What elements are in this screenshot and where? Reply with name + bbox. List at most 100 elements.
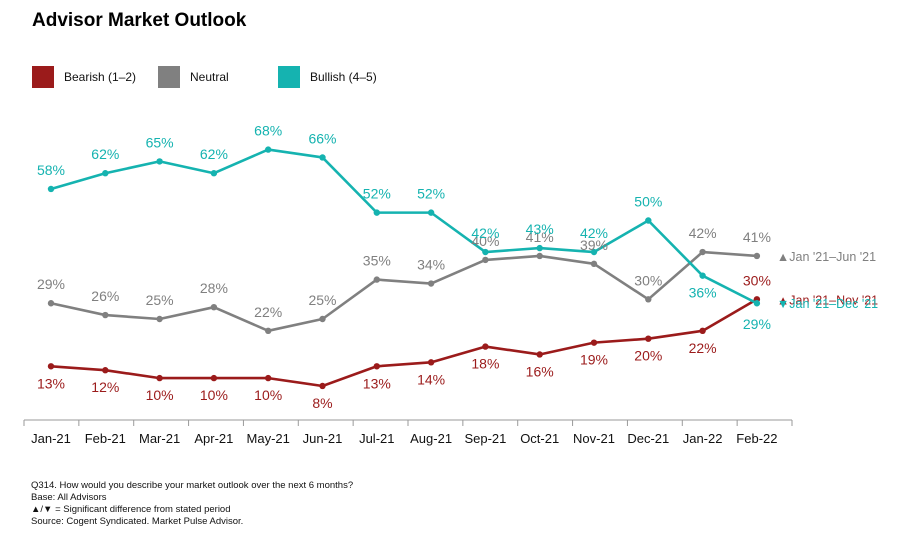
data-label: 13% (363, 375, 391, 391)
footnote-significance: ▲/▼ = Significant difference from stated… (31, 504, 231, 515)
data-point (373, 276, 380, 283)
legend-label-neutral: Neutral (190, 70, 229, 84)
data-label: 50% (634, 194, 662, 210)
data-label: 43% (526, 221, 554, 237)
x-tick-label: Feb-22 (736, 431, 777, 446)
x-tick-label: Dec-21 (627, 431, 669, 446)
data-point (590, 248, 598, 256)
data-point (482, 248, 489, 256)
significance-annotation: ▲Jan '21–Jun '21 (777, 250, 876, 264)
data-point (753, 252, 761, 260)
data-label: 28% (200, 280, 228, 296)
data-point (482, 256, 489, 264)
data-label: 20% (634, 348, 662, 364)
data-point (645, 335, 652, 342)
data-point (210, 303, 218, 311)
data-point (102, 367, 109, 374)
chart-title: Advisor Market Outlook (32, 10, 247, 31)
data-label: 8% (312, 395, 332, 411)
data-point (536, 252, 543, 260)
x-tick-label: Jul-21 (359, 431, 394, 446)
data-point (536, 244, 543, 252)
data-label: 39% (580, 237, 608, 253)
data-point (427, 359, 435, 366)
x-tick-label: Sep-21 (464, 431, 506, 446)
data-label: 30% (634, 272, 662, 288)
data-label: 22% (689, 340, 717, 356)
data-point (319, 382, 326, 390)
data-point (482, 343, 489, 350)
data-label: 52% (363, 186, 391, 202)
data-point (427, 280, 435, 287)
legend-swatch-neutral (158, 66, 180, 88)
data-point (47, 185, 55, 193)
x-tick-label: Jan-21 (31, 431, 71, 446)
data-label: 35% (363, 253, 391, 269)
data-label: 62% (91, 146, 119, 162)
data-point (319, 315, 326, 323)
legend-swatch-bullish (278, 66, 300, 88)
data-point (373, 363, 380, 370)
series-line (50, 148, 758, 305)
data-point (210, 374, 218, 382)
data-label: 34% (417, 257, 445, 273)
data-point (590, 260, 598, 268)
x-tick-label: May-21 (247, 431, 290, 446)
footnote-source: Source: Cogent Syndicated. Market Pulse … (31, 516, 244, 527)
data-label: 18% (471, 356, 499, 372)
data-label: 14% (417, 371, 445, 387)
data-label: 58% (37, 162, 65, 178)
series-line (50, 250, 757, 333)
data-label: 10% (146, 387, 174, 403)
legend-item-bearish: Bearish (1–2) (32, 65, 136, 89)
legend-label-bullish: Bullish (4–5) (310, 70, 377, 84)
data-label: 29% (37, 276, 65, 292)
legend-swatch-bearish (32, 66, 54, 88)
data-point (102, 170, 109, 177)
data-label: 19% (580, 352, 608, 368)
data-label: 42% (689, 225, 717, 241)
data-point (210, 170, 218, 177)
data-point (265, 327, 272, 335)
x-tick-label: Nov-21 (573, 431, 615, 446)
legend-item-neutral: Neutral (158, 65, 229, 89)
significance-annotation: ▲Jan '21–Nov '21 (777, 293, 878, 307)
data-label: 12% (91, 379, 119, 395)
data-label: 62% (200, 146, 228, 162)
line-chart: Jan-21 Feb-21 Mar-21 Apr-21 May-21 Jun-21 Jul-… (23, 123, 878, 446)
data-label: 42% (580, 225, 608, 241)
data-point (699, 272, 706, 279)
data-point (373, 209, 380, 216)
data-label: 30% (743, 272, 771, 288)
data-label: 36% (689, 285, 717, 301)
footnote-question: Q314. How would you describe your market… (31, 480, 354, 491)
data-point (156, 374, 163, 382)
x-tick-label: Apr-21 (194, 431, 233, 446)
data-point (536, 351, 543, 358)
data-label: 66% (308, 130, 336, 146)
data-point (156, 315, 163, 323)
significance-annotation: ▼Jan '21–Dec '21 (777, 297, 878, 311)
data-point (265, 146, 272, 153)
data-point (699, 248, 706, 256)
x-tick-label: Aug-21 (410, 431, 452, 446)
data-point (590, 339, 598, 346)
x-tick-label: Oct-21 (520, 431, 559, 446)
data-label: 26% (91, 288, 119, 304)
data-label: 22% (254, 304, 282, 320)
footnote-base: Base: All Advisors (31, 492, 107, 503)
x-tick-label: Mar-21 (139, 431, 180, 446)
data-label: 10% (200, 387, 228, 403)
data-label: 65% (146, 134, 174, 150)
data-point (102, 311, 109, 319)
data-point (645, 296, 652, 303)
data-label: 13% (37, 375, 65, 391)
data-label: 41% (743, 229, 771, 245)
data-point (753, 300, 761, 307)
data-label: 41% (526, 229, 554, 245)
data-point (265, 374, 272, 382)
data-label: 25% (146, 292, 174, 308)
data-point (699, 327, 706, 335)
data-label: 42% (471, 225, 499, 241)
legend-label-bearish: Bearish (1–2) (64, 70, 137, 84)
